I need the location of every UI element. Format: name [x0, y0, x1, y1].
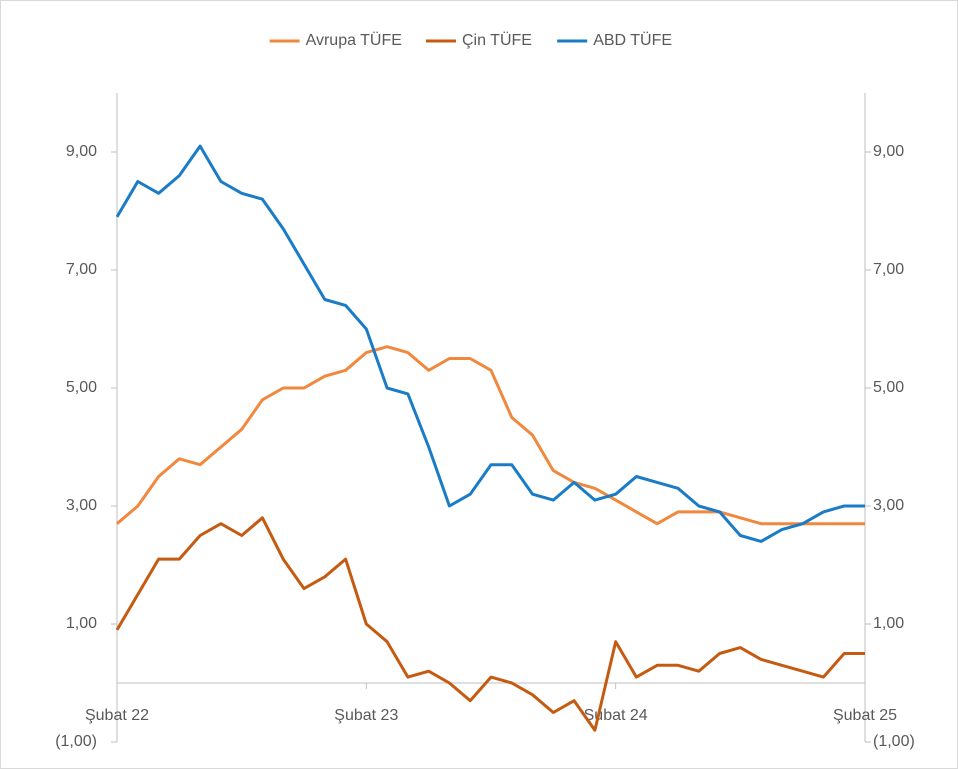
x-tick-label: Şubat 24 [584, 707, 648, 724]
legend-label: Avrupa TÜFE [306, 31, 402, 49]
y2-tick-label: 3,00 [873, 497, 904, 514]
y2-tick-label: 9,00 [873, 143, 904, 160]
y2-tick-label: 5,00 [873, 379, 904, 396]
y-tick-label: 9,00 [66, 143, 97, 160]
legend-label: ABD TÜFE [593, 31, 672, 49]
series-line [116, 345, 865, 526]
y-tick-label: (1,00) [55, 733, 97, 750]
x-tick-label: Şubat 22 [85, 707, 149, 724]
x-tick-label: Şubat 23 [334, 707, 398, 724]
x-tick-label: Şubat 25 [833, 707, 897, 724]
y2-tick-label: 1,00 [873, 615, 904, 632]
legend-label: Çin TÜFE [462, 31, 532, 49]
series-line [115, 516, 865, 732]
y-tick-label: 7,00 [66, 261, 97, 278]
y-tick-label: 1,00 [66, 615, 97, 632]
series-line [115, 144, 865, 543]
y2-tick-label: (1,00) [873, 733, 915, 750]
y-tick-label: 3,00 [66, 497, 97, 514]
y2-tick-label: 7,00 [873, 261, 904, 278]
y-tick-label: 5,00 [66, 379, 97, 396]
